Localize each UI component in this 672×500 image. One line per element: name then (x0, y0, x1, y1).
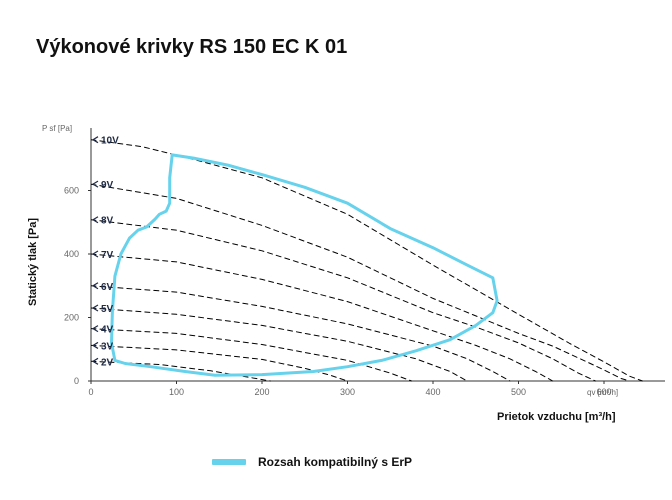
y-axis-label: Statický tlak [Pa] (27, 218, 39, 306)
x-tick-label: 500 (511, 387, 526, 397)
curve-arrow-icon (91, 357, 99, 365)
curve-4v (91, 328, 413, 382)
x-tick-label: 400 (425, 387, 440, 397)
x-tick-label: 200 (254, 387, 269, 397)
curve-label-6v: 6V (101, 282, 114, 293)
curve-6v (91, 285, 511, 382)
curve-arrow-icon (91, 282, 99, 290)
x-tick-label: 100 (169, 387, 184, 397)
y-tick-label: 600 (64, 186, 79, 196)
curve-label-5v: 5V (101, 304, 114, 315)
curves-group (91, 139, 643, 382)
tick-group: 0 100 200 300 400 500 600 0 200 400 600 (64, 186, 612, 398)
y-tick-label: 400 (64, 249, 79, 259)
chart-title: Výkonové krivky RS 150 EC K 01 (36, 36, 348, 58)
legend: Rozsah kompatibilný s ErP (212, 455, 412, 469)
curve-arrow-icon (91, 180, 99, 188)
curve-label-3v: 3V (101, 341, 114, 352)
x-tick-label: 300 (340, 387, 355, 397)
curve-label-8v: 8V (101, 216, 114, 227)
x-axis-unit: qv [m³/h] (587, 388, 618, 397)
x-tick-label: 0 (88, 387, 93, 397)
curve-arrow-icon (91, 216, 99, 224)
curve-arrow-icon (91, 325, 99, 333)
curve-arrow-icon (91, 341, 99, 349)
legend-label-erp: Rozsah kompatibilný s ErP (258, 455, 413, 469)
curve-5v (91, 307, 468, 382)
x-tick-label: 600 (596, 387, 611, 397)
curve-label-10v: 10V (101, 136, 119, 147)
curve-label-9v: 9V (101, 180, 114, 191)
curve-8v (91, 219, 596, 382)
legend-swatch-erp (212, 459, 246, 465)
curve-10v (91, 139, 643, 382)
curve-labels-group: 10V 9V 8V 7V 6V 5V 4V 3V 2V (91, 136, 119, 368)
curve-arrow-icon (91, 250, 99, 258)
curve-arrow-icon (91, 136, 99, 144)
erp-range-outline (110, 153, 499, 377)
curve-3v (91, 344, 348, 382)
y-axis-unit: P sf [Pa] (42, 124, 72, 133)
y-tick-label: 0 (74, 376, 79, 386)
curve-9v (91, 183, 631, 382)
curve-7v (91, 253, 554, 382)
x-axis-label: Prietok vzduchu [m³/h] (497, 411, 616, 423)
curve-label-7v: 7V (101, 250, 114, 261)
curve-label-4v: 4V (101, 325, 114, 336)
y-tick-label: 200 (64, 313, 79, 323)
curve-label-2v: 2V (101, 357, 114, 368)
curve-arrow-icon (91, 304, 99, 312)
